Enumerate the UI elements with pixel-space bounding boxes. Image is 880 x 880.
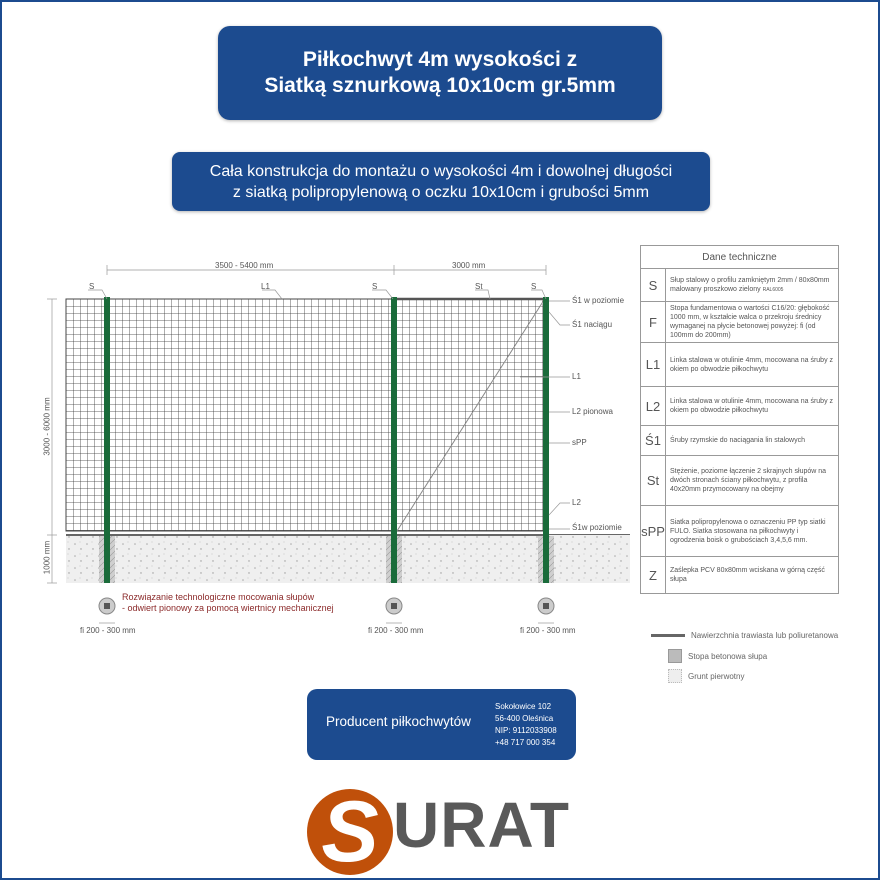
footing-sections <box>98 597 555 615</box>
mounting-note: Rozwiązanie technologiczne mocowania słu… <box>122 592 334 614</box>
producer-address: Sokołowice 102 56-400 Oleśnica NIP: 9112… <box>495 701 557 749</box>
tech-table: Dane techniczne S Słup stalowy o profilu … <box>640 245 839 594</box>
label-s: S <box>531 282 537 291</box>
row-text: Słup stalowy o profilu zamkniętym 2mm / … <box>665 268 839 302</box>
table-row: sPP Siatka polipropylenowa o oznaczeniu P… <box>640 505 839 557</box>
dim-width-left: 3500 - 5400 mm <box>215 261 274 270</box>
page-title: Piłkochwyt 4m wysokości z Siatką sznurko… <box>218 26 662 120</box>
row-code: Z <box>640 556 666 594</box>
legend-label: Nawierzchnia trawiasta lub poliuretanowa <box>691 631 839 640</box>
legend-label: Grunt pierwotny <box>688 671 745 681</box>
net-mesh <box>65 298 549 532</box>
ground-right <box>548 535 630 583</box>
row-code: S <box>640 268 666 302</box>
table-row: Ś1 Śruby rzymskie do naciągania lin stalo… <box>640 425 839 456</box>
surface-swatch <box>651 634 685 637</box>
producer-label: Producent piłkochwytów <box>326 714 471 729</box>
table-row: St Stężenie, poziome łączenie 2 skrajnych… <box>640 455 839 506</box>
table-row: F Stopa fundamentowa o wartości C16/20: g… <box>640 301 839 343</box>
dim-ground: 1000 mm <box>42 540 52 575</box>
ral-code: RAL6005 <box>762 286 784 293</box>
row-desc: Słup stalowy o profilu zamkniętym 2mm / … <box>670 276 830 293</box>
ground <box>66 535 548 583</box>
row-code: Ś1 <box>640 425 666 456</box>
logo-s-circle: S <box>307 789 393 875</box>
dimension-lines <box>47 265 570 624</box>
side-label: L2 <box>572 498 581 507</box>
legend-label: Stopa betonowa słupa <box>688 651 768 661</box>
phone: +48 717 000 354 <box>495 738 556 747</box>
row-text: Śruby rzymskie do naciągania lin stalowy… <box>665 425 839 456</box>
footing-label: fi 200 - 300 mm <box>520 626 576 635</box>
label-s: S <box>89 282 95 291</box>
label-s: S <box>372 282 378 291</box>
row-text: Linka stalowa w otulinie 4mm, mocowana n… <box>665 342 839 387</box>
legend-soil: Grunt pierwotny <box>668 669 744 683</box>
nip: NIP: 9112033908 <box>495 726 557 735</box>
table-row: S Słup stalowy o profilu zamkniętym 2mm /… <box>640 268 839 302</box>
legend-concrete: Stopa betonowa słupa <box>668 649 767 663</box>
post <box>543 297 549 583</box>
label-st: St <box>475 282 483 291</box>
row-code: F <box>640 301 666 343</box>
legend-surface: Nawierzchnia trawiasta lub poliuretanowa <box>651 631 838 640</box>
table-row: L1 Linka stalowa w otulinie 4mm, mocowana… <box>640 342 839 387</box>
footing-label: fi 200 - 300 mm <box>80 626 136 635</box>
subtitle-line: z siatką polipropylenową o oczku 10x10cm… <box>232 183 650 201</box>
side-label: sPP <box>572 438 587 447</box>
row-code: L1 <box>640 342 666 387</box>
address-line: Sokołowice 102 <box>495 702 552 711</box>
diagonal-cable <box>396 299 545 532</box>
post <box>391 297 397 583</box>
row-code: sPP <box>640 505 666 557</box>
dim-width-right: 3000 mm <box>452 261 486 270</box>
side-label: L1 <box>572 372 581 381</box>
dim-height: 3000 - 6000 mm <box>42 397 52 456</box>
subtitle-line: Cała konstrukcja do montażu o wysokości … <box>209 162 673 180</box>
title-line: Piłkochwyt 4m wysokości z <box>302 48 578 71</box>
side-label: L2 pionowa <box>572 407 613 416</box>
footing-label: fi 200 - 300 mm <box>368 626 424 635</box>
note-line: - odwiert pionowy za pomocą wiertnicy me… <box>122 603 334 613</box>
row-text: Stężenie, poziome łączenie 2 skrajnych s… <box>665 455 839 506</box>
side-label: Ś1w poziomie <box>572 523 622 532</box>
row-code: St <box>640 455 666 506</box>
concrete-swatch <box>668 649 682 663</box>
address-line: 56-400 Oleśnica <box>495 714 554 723</box>
row-text: Zaślepka PCV 80x80mm wciskana w górną cz… <box>665 556 839 594</box>
row-code: L2 <box>640 386 666 426</box>
producer-box: Producent piłkochwytów Sokołowice 102 56… <box>307 689 576 760</box>
row-text: Siatka polipropylenowa o oznaczeniu PP t… <box>665 505 839 557</box>
soil-swatch <box>668 669 682 683</box>
post <box>104 297 110 583</box>
label-l1: L1 <box>261 282 270 291</box>
note-line: Rozwiązanie technologiczne mocowania słu… <box>122 592 315 602</box>
tech-table-title: Dane techniczne <box>640 245 839 269</box>
row-text: Linka stalowa w otulinie 4mm, mocowana n… <box>665 386 839 426</box>
table-row: Z Zaślepka PCV 80x80mm wciskana w górną c… <box>640 556 839 594</box>
side-label: Ś1 w poziomie <box>572 296 625 305</box>
subtitle: Cała konstrukcja do montażu o wysokości … <box>172 152 710 211</box>
title-line: Siatką sznurkową 10x10cm gr.5mm <box>264 74 616 97</box>
logo-text: URAT <box>393 789 570 861</box>
side-label: Ś1 naciągu <box>572 320 613 329</box>
row-text: Stopa fundamentowa o wartości C16/20: gł… <box>665 301 839 343</box>
table-row: L2 Linka stalowa w otulinie 4mm, mocowana… <box>640 386 839 426</box>
